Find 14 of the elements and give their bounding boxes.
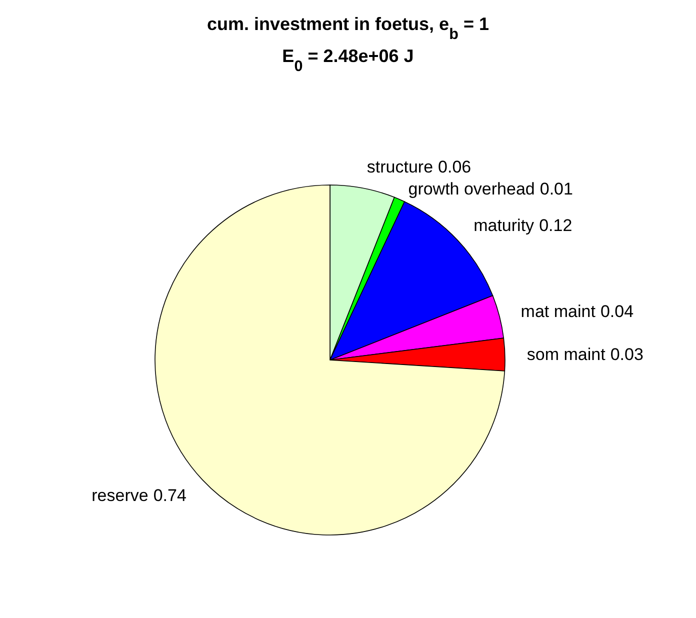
data-label: 0.12 (539, 216, 572, 236)
data-label: 0.74 (153, 486, 186, 505)
slice-label: mat maint (520, 302, 596, 321)
data-label: 0.03 (610, 344, 644, 364)
slice-label: maturity (474, 216, 535, 236)
chart-subtitle: E$_{0}$ = 2.48e+06 J (282, 46, 414, 74)
data-label: 0.04 (600, 302, 634, 321)
slice-label: reserve (92, 486, 148, 505)
chart-title: cum. investment in foetus, e$_{b}$ = 1 (207, 14, 489, 42)
slice-label: structure (366, 157, 434, 176)
data-label: 0.06 (438, 157, 472, 176)
data-label: 0.01 (540, 179, 573, 198)
slice-label: growth overhead (408, 179, 535, 198)
slice-label: som maint (526, 344, 606, 364)
